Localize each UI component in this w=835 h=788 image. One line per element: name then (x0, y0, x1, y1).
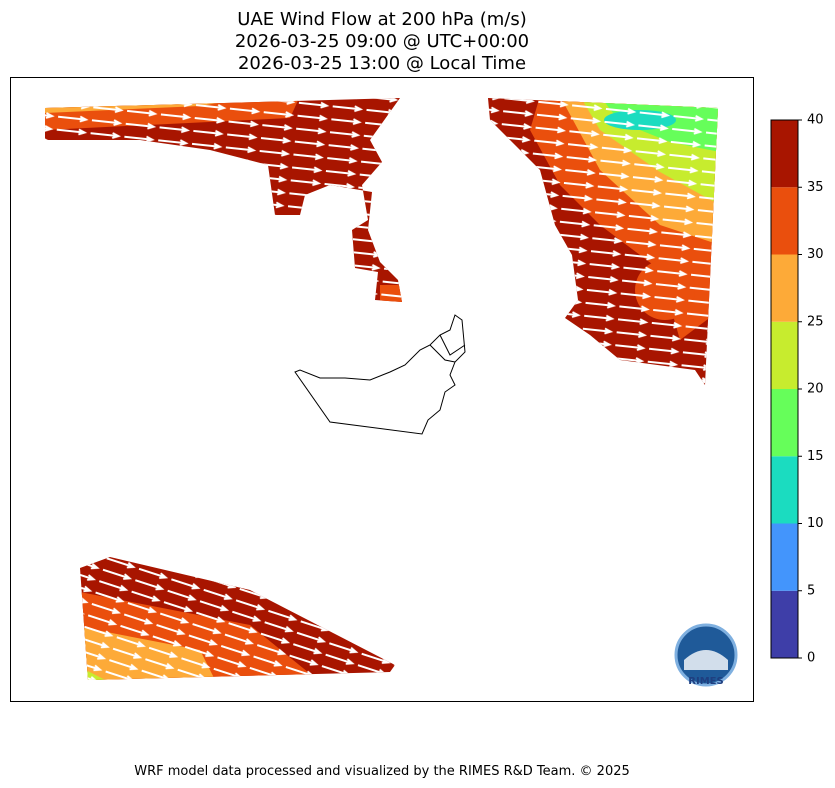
subtitle: 2026-03-25 09:00 @ UTC+00:00 (235, 31, 529, 52)
tick-label: 35 (807, 180, 824, 195)
colorbar-segment (771, 120, 798, 188)
colorbar-segment (771, 321, 798, 389)
tick-label: 40 (807, 113, 824, 128)
colorbar-segment (771, 456, 798, 524)
colorbar-segment (771, 389, 798, 457)
colorbar-segment (771, 523, 798, 591)
logo-text: RIMES (688, 676, 723, 687)
wind-field (45, 98, 718, 680)
colorbar-segment (771, 187, 798, 255)
title: UAE Wind Flow at 200 hPa (m/s) (237, 9, 526, 30)
subtitle: 2026-03-25 13:00 @ Local Time (238, 53, 526, 74)
tick-label: 25 (807, 314, 824, 329)
titles: UAE Wind Flow at 200 hPa (m/s) 2026-03-2… (235, 9, 529, 74)
logo: RIMES (674, 623, 738, 687)
footer: WRF model data processed and visualized … (134, 764, 630, 779)
colorbar: 0 5 10 15 20 25 30 35 40 (770, 113, 824, 666)
tick-label: 20 (807, 382, 824, 397)
coastline (294, 314, 466, 435)
tick-label: 0 (807, 651, 815, 666)
colorbar-segment (771, 590, 798, 658)
tick-label: 15 (807, 449, 824, 464)
tick-label: 10 (807, 516, 824, 531)
tick-label: 30 (807, 247, 824, 262)
tick-label: 5 (807, 583, 815, 598)
colorbar-segment (771, 254, 798, 322)
